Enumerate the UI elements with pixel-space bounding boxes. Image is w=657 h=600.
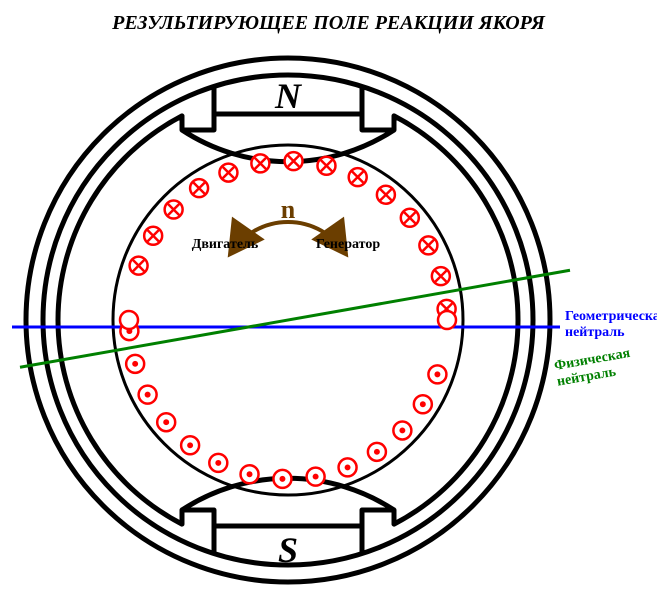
rotation-n-label: n xyxy=(281,195,296,224)
generator-label: Генератор xyxy=(316,237,380,252)
geom-neutral-label-1: Геометрическая xyxy=(565,309,657,324)
pole-S-label: S xyxy=(278,530,298,570)
diagram-svg: N Sn Двигатель Генератор Геометрическаянейтр… xyxy=(0,0,657,600)
pole-N-label: N xyxy=(274,76,303,116)
motor-label: Двигатель xyxy=(192,237,259,252)
geom-neutral-label-2: нейтраль xyxy=(565,325,625,340)
